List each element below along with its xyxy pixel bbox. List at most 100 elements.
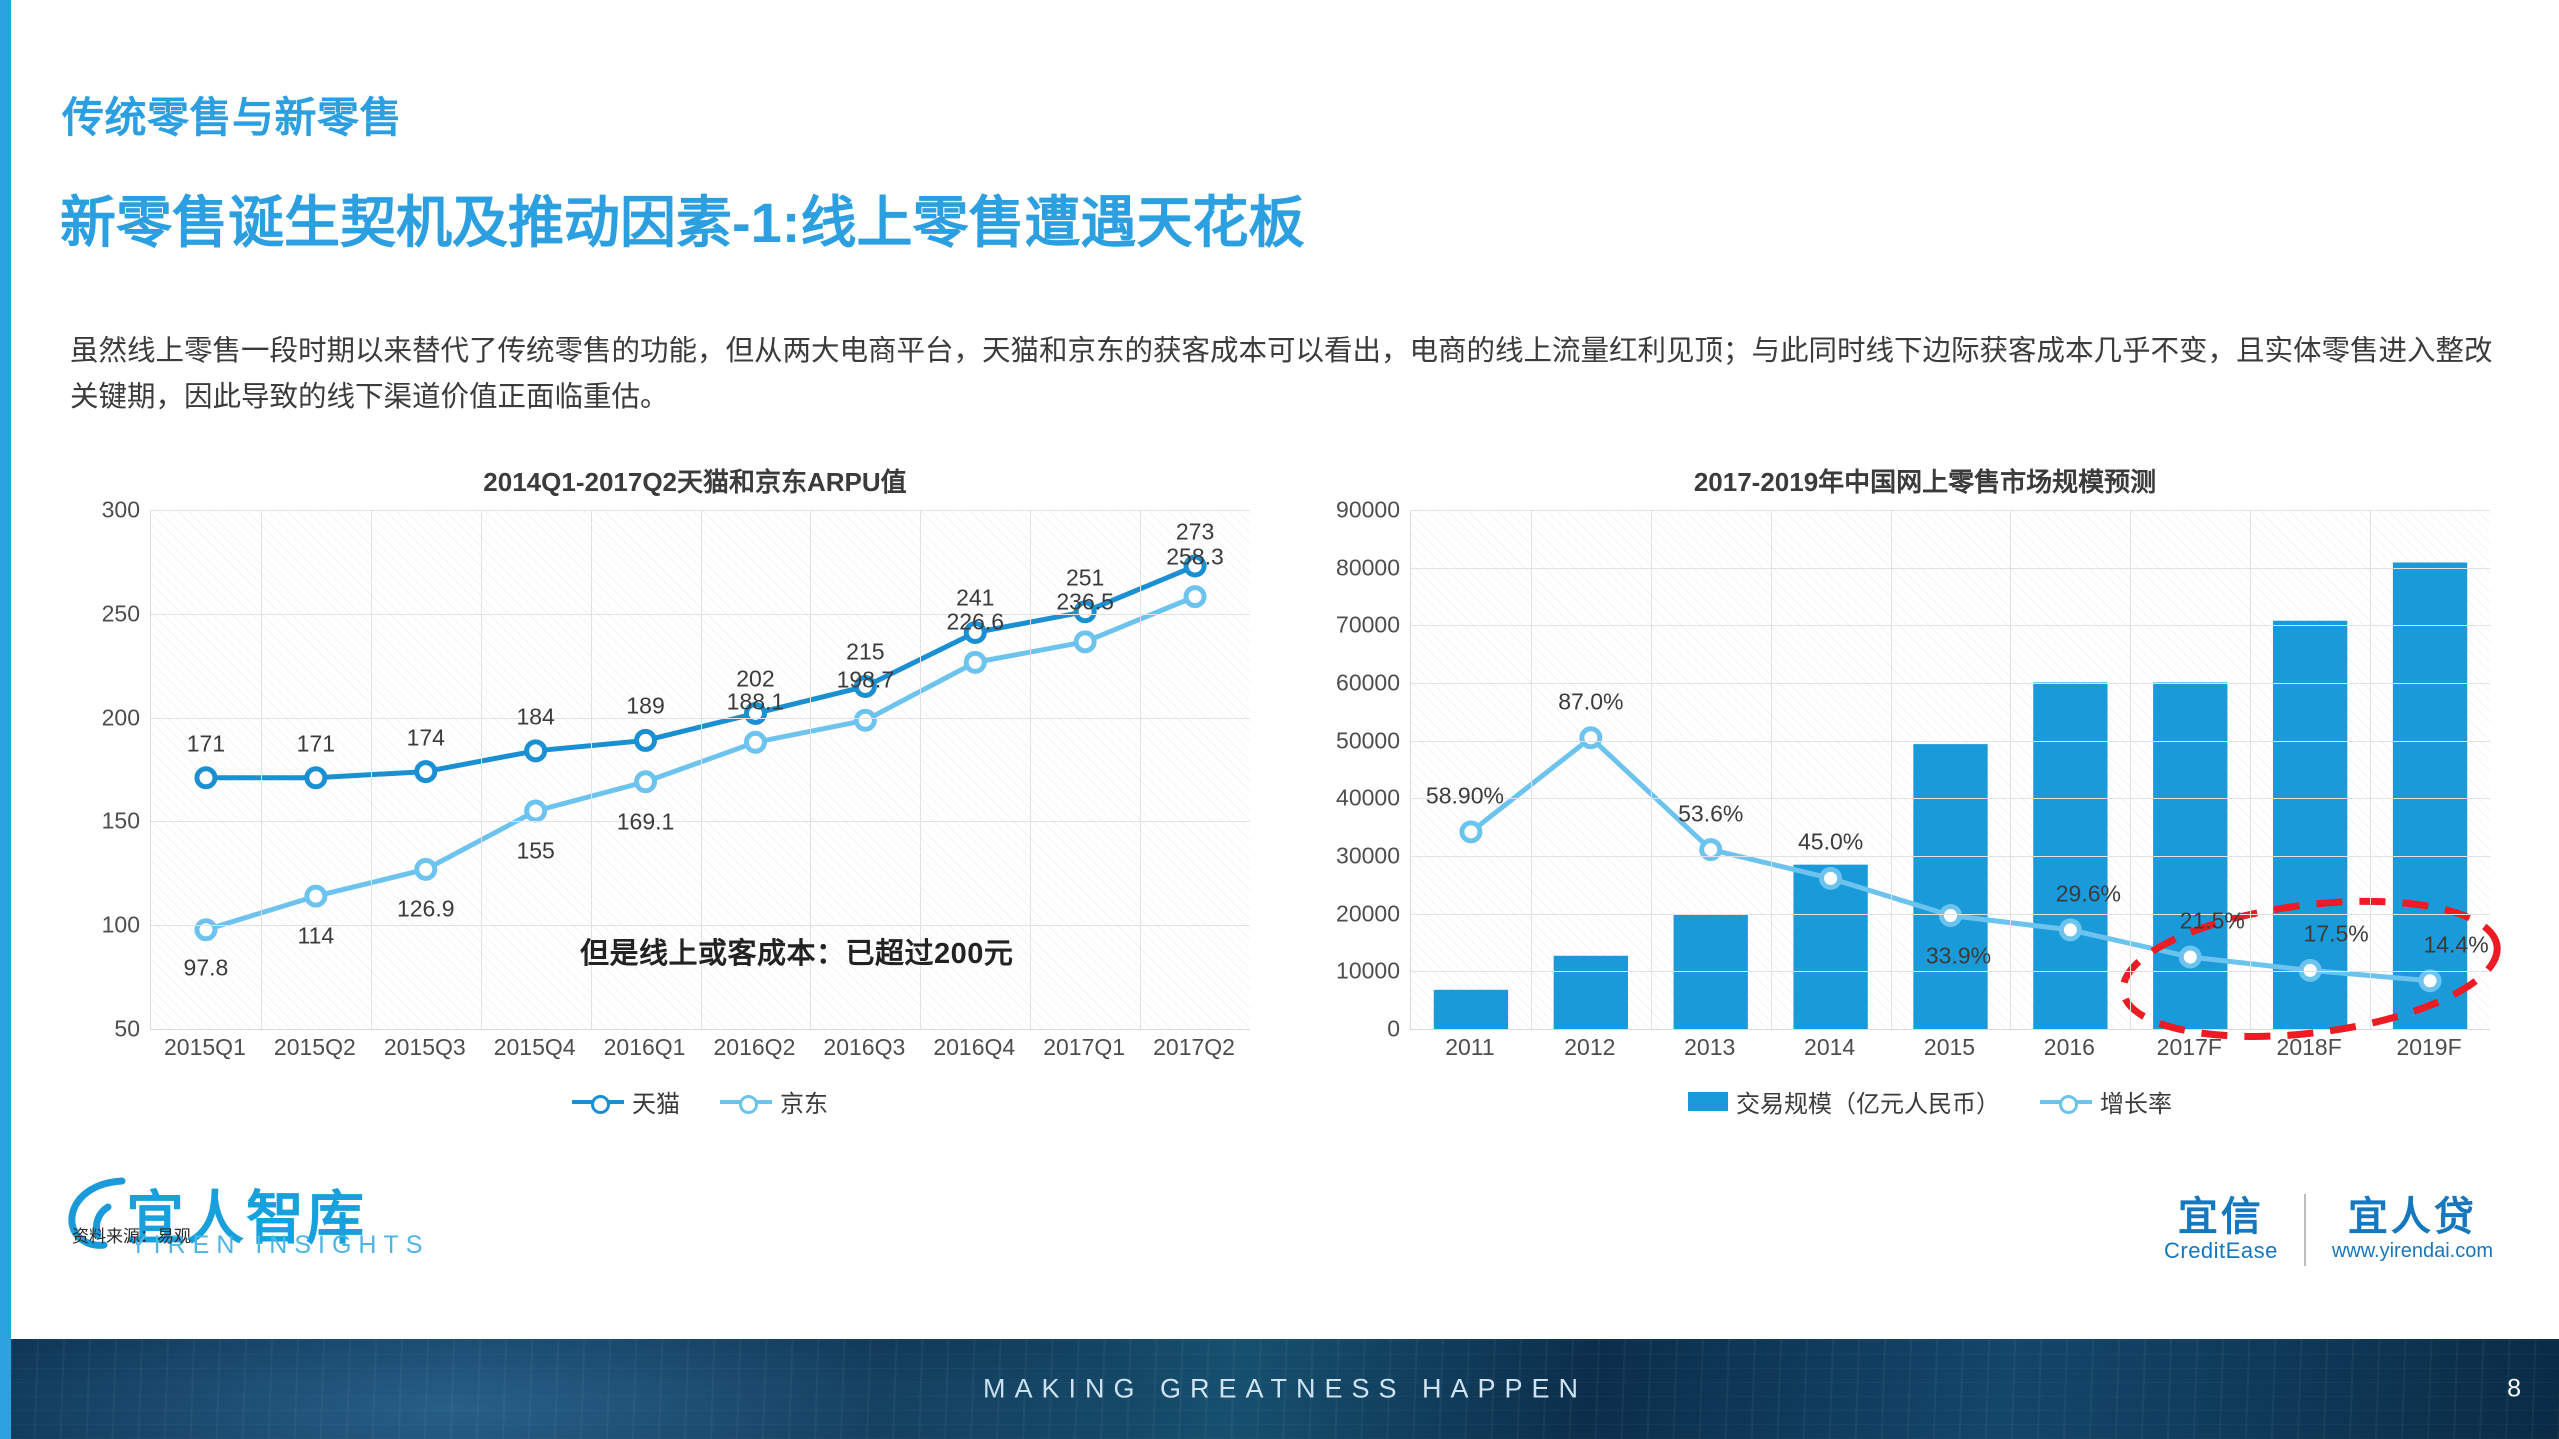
legend-line-marker-icon [2040,1093,2092,1114]
legend-label: 增长率 [2100,1091,2172,1118]
gridline [1770,510,1772,1029]
chart-arpu-data-label: 215 [846,638,885,665]
chart-forecast-x-tick: 2012 [1564,1034,1616,1060]
chart-arpu-title: 2014Q1-2017Q2天猫和京东ARPU值 [483,467,907,497]
logo-creditease: 宜信 CreditEase [2164,1196,2304,1264]
logo-creditease-en: CreditEase [2163,1238,2278,1263]
gridline [2250,510,2252,1029]
chart-arpu-data-label: 169.1 [616,808,675,835]
gridline [1890,510,1892,1029]
chart-arpu-y-tick: 50 [114,1015,140,1042]
gridline [590,510,592,1029]
legend-label: 天猫 [632,1091,680,1118]
chart-arpu-x-tick: 2017Q2 [1153,1034,1235,1060]
chart-forecast-title: 2017-2019年中国网上零售市场规模预测 [1693,467,2157,497]
chart-arpu-data-label: 189 [626,692,665,719]
chart-arpu-data-label: 126.9 [396,895,455,922]
chart-forecast-x-tick: 2019F [2396,1034,2462,1060]
logo-yiren-cn: 宜人智库 [126,1186,367,1251]
chart-arpu-data-label: 273 [1175,518,1215,545]
chart-arpu-y-tick: 100 [101,911,140,938]
legend-line-marker-icon [720,1093,772,1114]
chart-arpu-x-tick: 2016Q4 [933,1034,1016,1060]
chart-forecast-data-label: 45.0% [1798,828,1864,855]
slide-kicker: 传统零售与新零售 [62,94,403,141]
page-number: 8 [2507,1374,2521,1403]
chart-forecast-data-label: 58.90% [1425,782,1504,809]
gridline [1411,913,2490,915]
chart-arpu-y-tick: 250 [101,600,140,627]
chart-arpu-legend: 天猫 京东 [60,1084,1260,1119]
chart-arpu-data-label: 251 [1065,564,1105,591]
gridline [1411,567,2490,569]
chart-arpu-plot: 171 171 174 184 189 202 215 241 251 273 97.8 114 126… [150,510,1250,1030]
gridline [700,510,702,1029]
chart-arpu-y-tick: 300 [101,496,140,523]
logo-yirendai-cn: 宜人贷 [2347,1195,2477,1239]
chart-forecast-x-tick: 2018F [2276,1034,2342,1060]
chart-forecast-data-label: 14.4% [2423,931,2489,958]
gridline [2370,510,2372,1029]
chart-forecast-plot-area: 0 10000 20000 30000 40000 50000 60000 70000 8000… [1320,497,2501,1042]
chart-forecast-x-axis: 2011 2012 2013 2014 2015 2016 2017F 2018F 2019F [1410,1034,2490,1074]
chart-forecast-x-tick: 2017F [2156,1034,2222,1060]
chart-arpu-data-label: 171 [186,730,226,757]
source-note: 资料来源：易观 [72,1227,191,1246]
chart-arpu-callout: 但是线上或客成本：已超过200元 [580,938,1014,970]
chart-arpu-x-tick: 2015Q3 [383,1034,466,1060]
slide-left-accent-bar [0,0,11,1439]
chart-forecast-plot: 58.90% 87.0% 53.6% 45.0% 33.9% 29.6% 21.5% 17.5… [1410,510,2501,1040]
chart-arpu-x-tick: 2017Q1 [1043,1034,1126,1060]
gridline [2010,510,2012,1029]
chart-forecast-y-tick: 30000 [1336,842,1400,869]
logo-yirendai-en: www.yirendai.com [2331,1240,2493,1262]
chart-arpu-data-label: 236.5 [1056,588,1114,615]
gridline [1411,510,2490,511]
gridline [1411,625,2490,627]
chart-arpu-y-tick: 200 [101,704,140,731]
chart-arpu-y-tick: 150 [101,807,140,834]
chart-forecast-legend: 交易规模（亿元人民币） 增长率 [1320,1084,2500,1119]
chart-arpu-data-label: 198.7 [836,666,895,693]
chart-arpu-data-label: 258.3 [1166,543,1224,570]
chart-arpu-data-label: 97.8 [183,954,229,981]
legend-line-marker-icon [572,1093,624,1114]
gridline [920,510,922,1029]
chart-arpu-data-label: 188.1 [726,688,785,715]
gridline [2130,510,2132,1029]
chart-forecast-y-axis: 0 10000 20000 30000 40000 50000 60000 70000 8000… [1320,497,1410,1042]
gridline [1140,510,1142,1029]
legend-item[interactable]: 增长率 [2040,1084,2172,1119]
bottom-banner: MAKING GREATNESS HAPPEN 8 [11,1339,2559,1439]
legend-item[interactable]: 京东 [720,1084,828,1119]
legend-swatch-icon [1688,1092,1728,1111]
chart-forecast-y-tick: 80000 [1336,554,1400,581]
gridline [480,510,482,1029]
logo-yiren-en: YIREN INSIGHTS [130,1231,430,1259]
chart-forecast-x-tick: 2013 [1684,1034,1736,1060]
chart-arpu-data-label: 171 [296,730,336,757]
logo-divider [2303,1194,2306,1266]
chart-forecast-x-tick: 2016 [2043,1034,2095,1060]
legend-item[interactable]: 交易规模（亿元人民币） [1688,1084,2000,1119]
chart-arpu-data-label: 241 [956,584,995,611]
banner-tagline: MAKING GREATNESS HAPPEN [982,1373,1588,1404]
forecast-highlight-ellipse [2119,897,2501,1040]
chart-arpu-x-tick: 2016Q1 [603,1034,686,1060]
chart-online-retail-forecast: 2017-2019年中国网上零售市场规模预测 0 10000 20000 30000 4… [1320,462,2501,1162]
gridline [1030,510,1032,1029]
chart-arpu-data-label: 226.6 [946,608,1005,635]
gridline [1530,510,1532,1029]
chart-arpu-data-label: 174 [406,724,445,751]
gridline [1650,510,1652,1029]
logo-group-right: 宜信 CreditEase 宜人贷 www.yirendai.com [2164,1186,2493,1274]
page-title: 新零售诞生契机及推动因素-1:线上零售遭遇天花板 [60,191,1305,254]
chart-forecast-x-tick: 2011 [1445,1034,1495,1060]
chart-forecast-x-tick: 2015 [1923,1034,1976,1060]
legend-item[interactable]: 天猫 [572,1084,680,1119]
logo-creditease-cn: 宜信 [2177,1195,2264,1239]
chart-forecast-y-tick: 90000 [1336,496,1400,523]
chart-arpu-x-tick: 2016Q2 [713,1034,796,1060]
chart-forecast-y-tick: 10000 [1336,957,1400,984]
